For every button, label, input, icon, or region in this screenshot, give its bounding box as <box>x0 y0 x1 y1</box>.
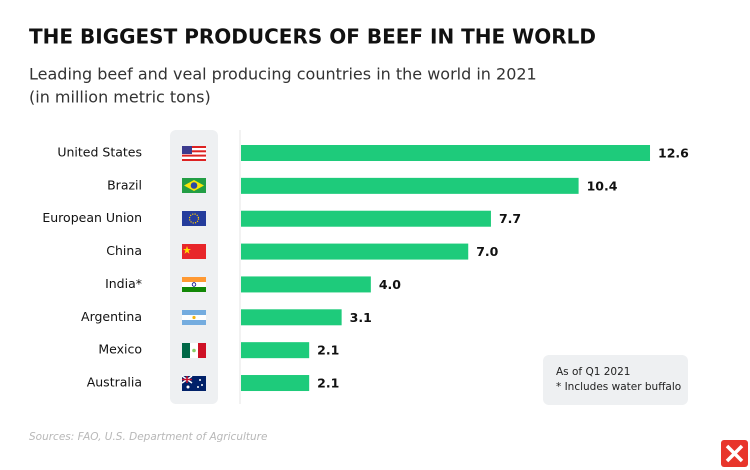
bar <box>241 276 371 293</box>
flag <box>182 146 206 161</box>
source: Sources: FAO, U.S. Department of Agricul… <box>29 431 267 443</box>
category-label: Australia <box>87 375 142 390</box>
value-label: 2.1 <box>317 343 339 358</box>
bar <box>241 243 469 260</box>
value-label: 2.1 <box>317 376 339 391</box>
bar <box>241 145 651 161</box>
chart-title: THE BIGGEST PRODUCERS OF BEEF IN THE WOR… <box>29 25 596 49</box>
bar <box>241 375 310 392</box>
flag <box>181 375 206 391</box>
note-box <box>543 355 688 405</box>
flag-panel <box>170 130 218 404</box>
value-label: 7.0 <box>476 244 498 259</box>
category-label: United States <box>57 145 142 160</box>
bar <box>241 177 579 194</box>
flag <box>182 343 206 358</box>
value-label: 12.6 <box>658 146 689 161</box>
category-label: Brazil <box>107 177 142 192</box>
flag <box>182 211 206 226</box>
flag <box>182 277 206 292</box>
value-label: 10.4 <box>587 178 618 193</box>
flag <box>182 310 206 325</box>
category-label: Argentina <box>81 309 142 324</box>
bar <box>241 342 310 359</box>
value-label: 4.0 <box>379 277 401 292</box>
flag <box>182 178 206 193</box>
logo <box>721 440 748 467</box>
flag <box>182 244 206 259</box>
subtitle: Leading beef and veal producing countrie… <box>29 65 537 84</box>
bar <box>241 309 342 326</box>
category-label: India* <box>105 276 142 291</box>
flags <box>181 146 206 391</box>
category-label: Mexico <box>98 342 142 357</box>
note: * Includes water buffalo <box>556 381 681 393</box>
value-label: 7.7 <box>499 211 521 226</box>
category-label: China <box>106 243 142 258</box>
note: As of Q1 2021 <box>556 366 630 378</box>
subtitle: (in million metric tons) <box>29 88 211 107</box>
value-label: 3.1 <box>350 310 372 325</box>
bar <box>241 210 491 227</box>
category-label: European Union <box>42 210 142 225</box>
